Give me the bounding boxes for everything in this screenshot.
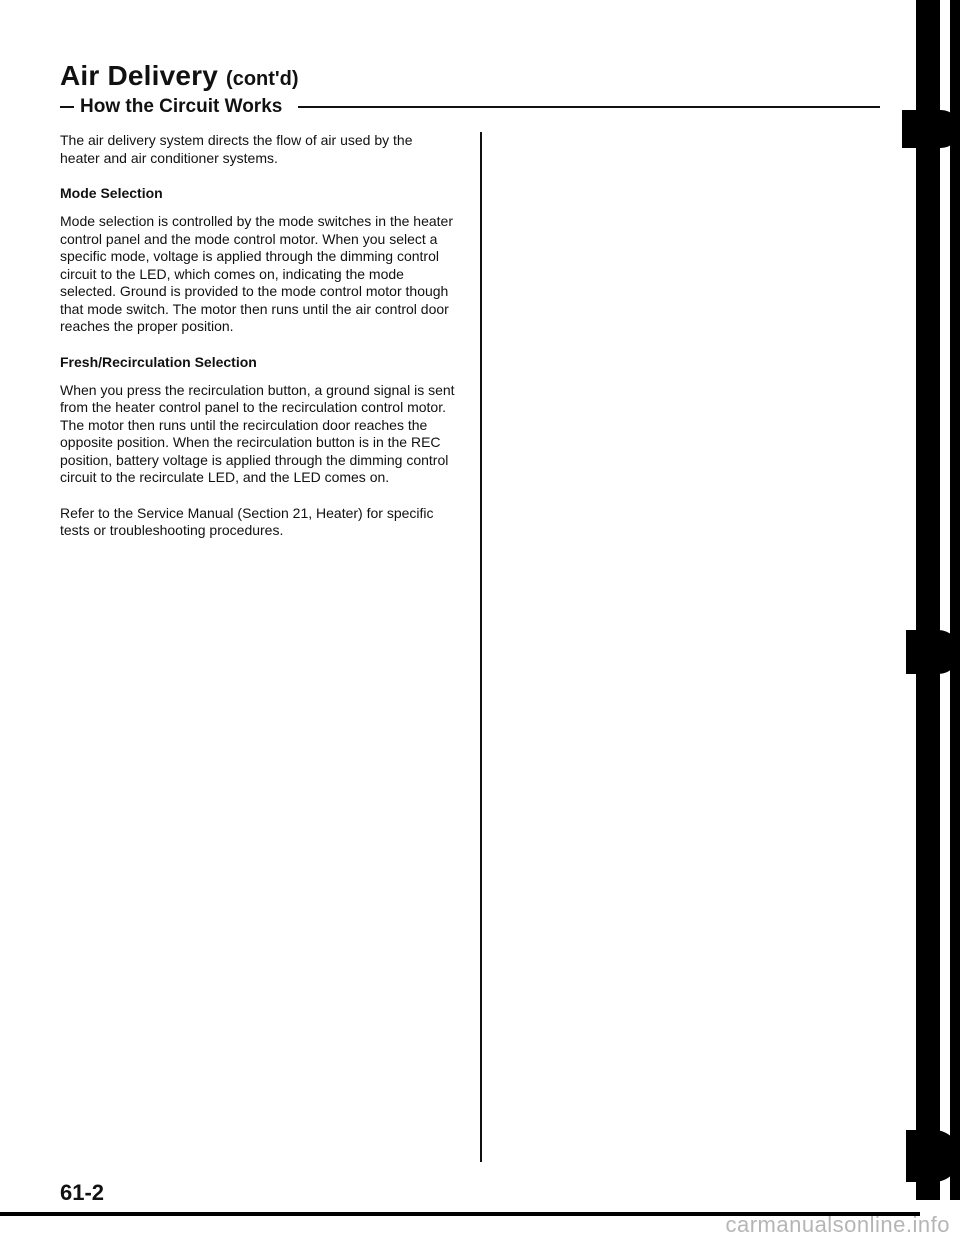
section-heading: Mode Selection [60, 185, 456, 201]
section-body: When you press the recirculation button,… [60, 382, 456, 487]
binder-edge-highlight [940, 0, 950, 1200]
dash-icon [60, 106, 74, 108]
page-number: 61-2 [60, 1180, 104, 1206]
two-column-layout: The air delivery system directs the flow… [60, 132, 880, 1162]
section-heading: Fresh/Recirculation Selection [60, 354, 456, 370]
intro-paragraph: The air delivery system directs the flow… [60, 132, 456, 167]
title-row: Air Delivery (cont'd) [60, 60, 880, 92]
left-column: The air delivery system directs the flow… [60, 132, 480, 1162]
page-title: Air Delivery [60, 60, 218, 92]
section-body: Mode selection is controlled by the mode… [60, 213, 456, 336]
content-area: Air Delivery (cont'd) How the Circuit Wo… [60, 60, 880, 1162]
horizontal-rule [298, 106, 880, 108]
binder-tab-icon [906, 1130, 960, 1182]
manual-page: Air Delivery (cont'd) How the Circuit Wo… [0, 0, 960, 1242]
binder-tab-icon [902, 110, 960, 148]
binder-edge [916, 0, 960, 1200]
subtitle-row: How the Circuit Works [60, 96, 880, 118]
title-continued: (cont'd) [226, 68, 299, 91]
right-column [482, 132, 880, 1162]
section-subtitle: How the Circuit Works [80, 96, 282, 118]
watermark-text: carmanualsonline.info [725, 1212, 950, 1238]
refer-paragraph: Refer to the Service Manual (Section 21,… [60, 505, 456, 540]
binder-tab-icon [906, 630, 960, 674]
